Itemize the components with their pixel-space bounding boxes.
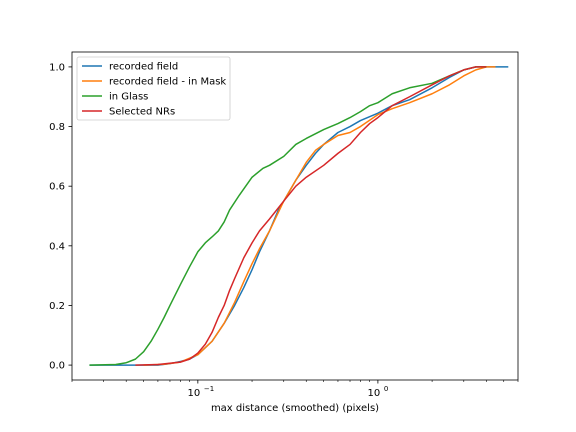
x-axis-ticks: 10 −1 10 0 <box>71 380 519 399</box>
x-tick-label: 10 <box>368 388 381 399</box>
y-tick-label: 1.0 <box>49 62 65 73</box>
x-tick-label-exponent: 0 <box>384 385 388 393</box>
x-tick-label-exponent: −1 <box>204 385 214 393</box>
series-line-2 <box>143 66 496 366</box>
y-tick-label: 0.0 <box>49 361 65 372</box>
y-tick-label: 0.2 <box>49 301 65 312</box>
legend-label-1: recorded field <box>109 62 178 73</box>
y-axis-ticks: 0.0 0.2 0.4 0.6 0.8 1.0 <box>49 62 72 372</box>
y-tick-label: 0.6 <box>49 182 65 193</box>
legend: recorded field recorded field - in Mask in… <box>76 56 231 121</box>
axes-border <box>71 51 519 381</box>
legend-label-3: in Glass <box>109 92 148 103</box>
legend-box <box>76 56 231 121</box>
x-axis-label: max distance (smoothed) (pixels) <box>211 403 379 414</box>
y-tick-label: 0.4 <box>49 241 65 252</box>
x-tick-label: 10 <box>187 388 200 399</box>
y-tick-label: 0.8 <box>49 122 65 133</box>
legend-label-2: recorded field - in Mask <box>109 77 226 88</box>
series-layer <box>89 66 509 366</box>
legend-label-4: Selected NRs <box>109 107 175 118</box>
series-line-4 <box>135 66 487 366</box>
axes-frame <box>71 51 519 381</box>
series-line-3 <box>89 66 487 366</box>
